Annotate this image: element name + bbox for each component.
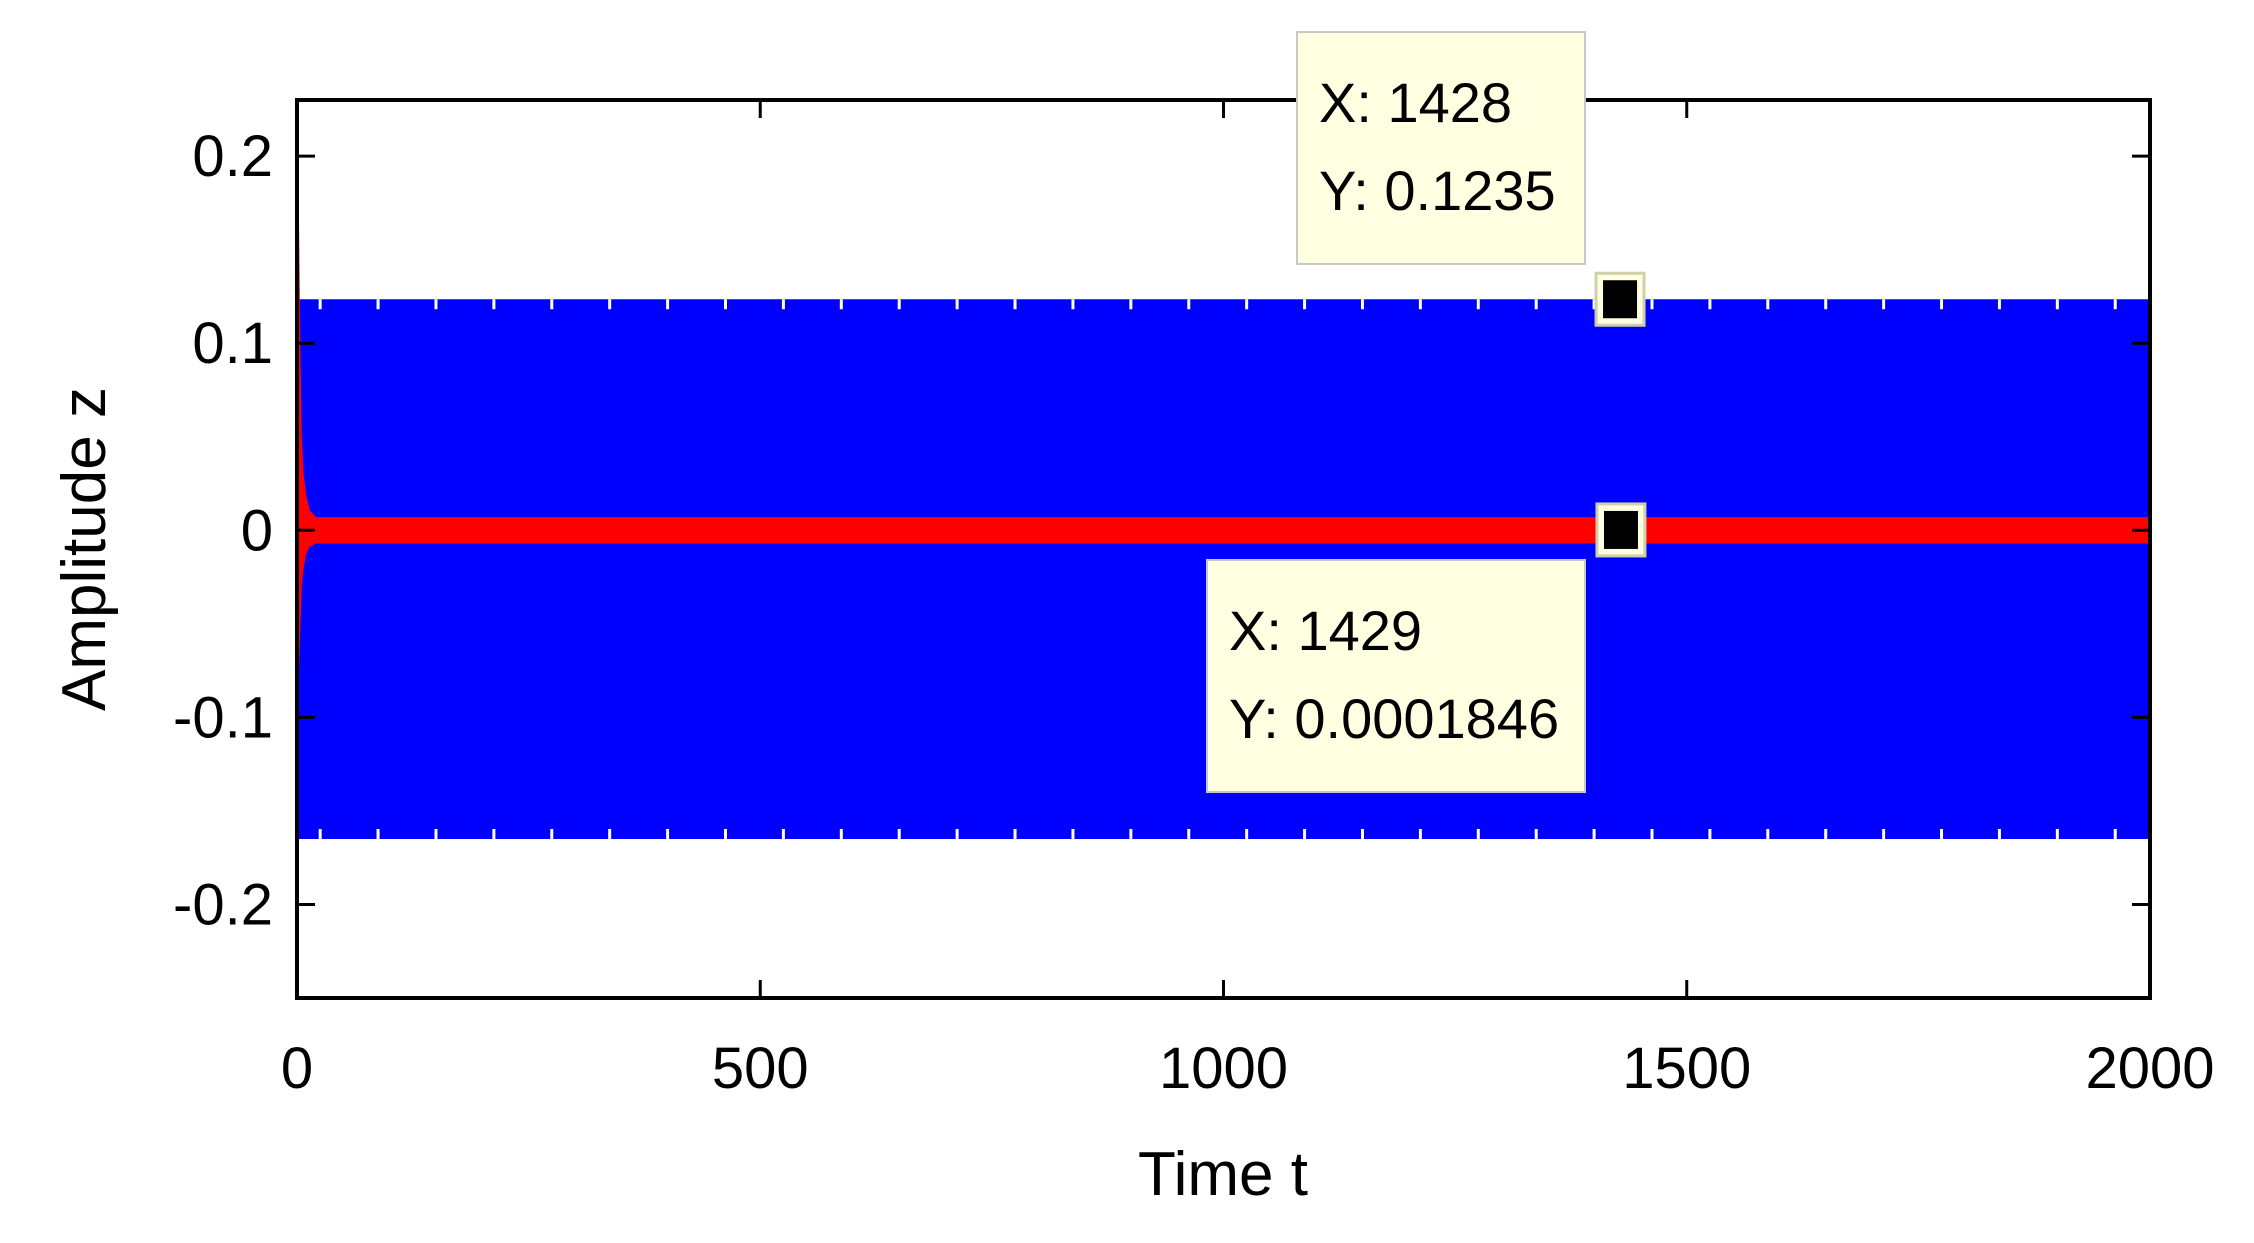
y-tick-label: 0.1 <box>192 311 273 376</box>
x-tick-label: 2000 <box>2085 1036 2214 1101</box>
y-tick-label: -0.2 <box>173 872 273 937</box>
series-blue-peaks <box>318 299 2117 839</box>
datatip-y-label: Y: 0.1235 <box>1319 159 1556 222</box>
datatip-box <box>1206 559 1586 793</box>
datatips-layer: X: 1428 Y: 0.1235 X: 1429 Y: 0.0001846 <box>1206 31 1647 793</box>
x-tick-label: 500 <box>712 1036 809 1101</box>
datatip: X: 1429 Y: 0.0001846 <box>1206 502 1647 793</box>
y-tick-label: 0 <box>241 498 273 563</box>
x-tick-label: 1500 <box>1622 1036 1751 1101</box>
x-tick-label: 1000 <box>1159 1036 1288 1101</box>
y-axis-label: Amplitude z <box>50 387 119 711</box>
datatip-box <box>1296 31 1586 265</box>
x-axis-label: Time t <box>1138 1140 1308 1209</box>
y-tick-label: -0.1 <box>173 685 273 750</box>
datatip-x-label: X: 1428 <box>1319 71 1512 134</box>
datatip: X: 1428 Y: 0.1235 <box>1296 31 1646 327</box>
ticks-layer: 0 500 1000 1500 2000 0.2 0.1 0 -0.1 -0.2 <box>173 100 2215 1101</box>
datatip-marker <box>1603 280 1638 319</box>
datatip-marker <box>1603 510 1638 549</box>
datatip-y-label: Y: 0.0001846 <box>1229 687 1559 750</box>
x-tick-label: 0 <box>281 1036 313 1101</box>
datatip-x-label: X: 1429 <box>1229 599 1422 662</box>
y-tick-label: 0.2 <box>192 124 273 189</box>
